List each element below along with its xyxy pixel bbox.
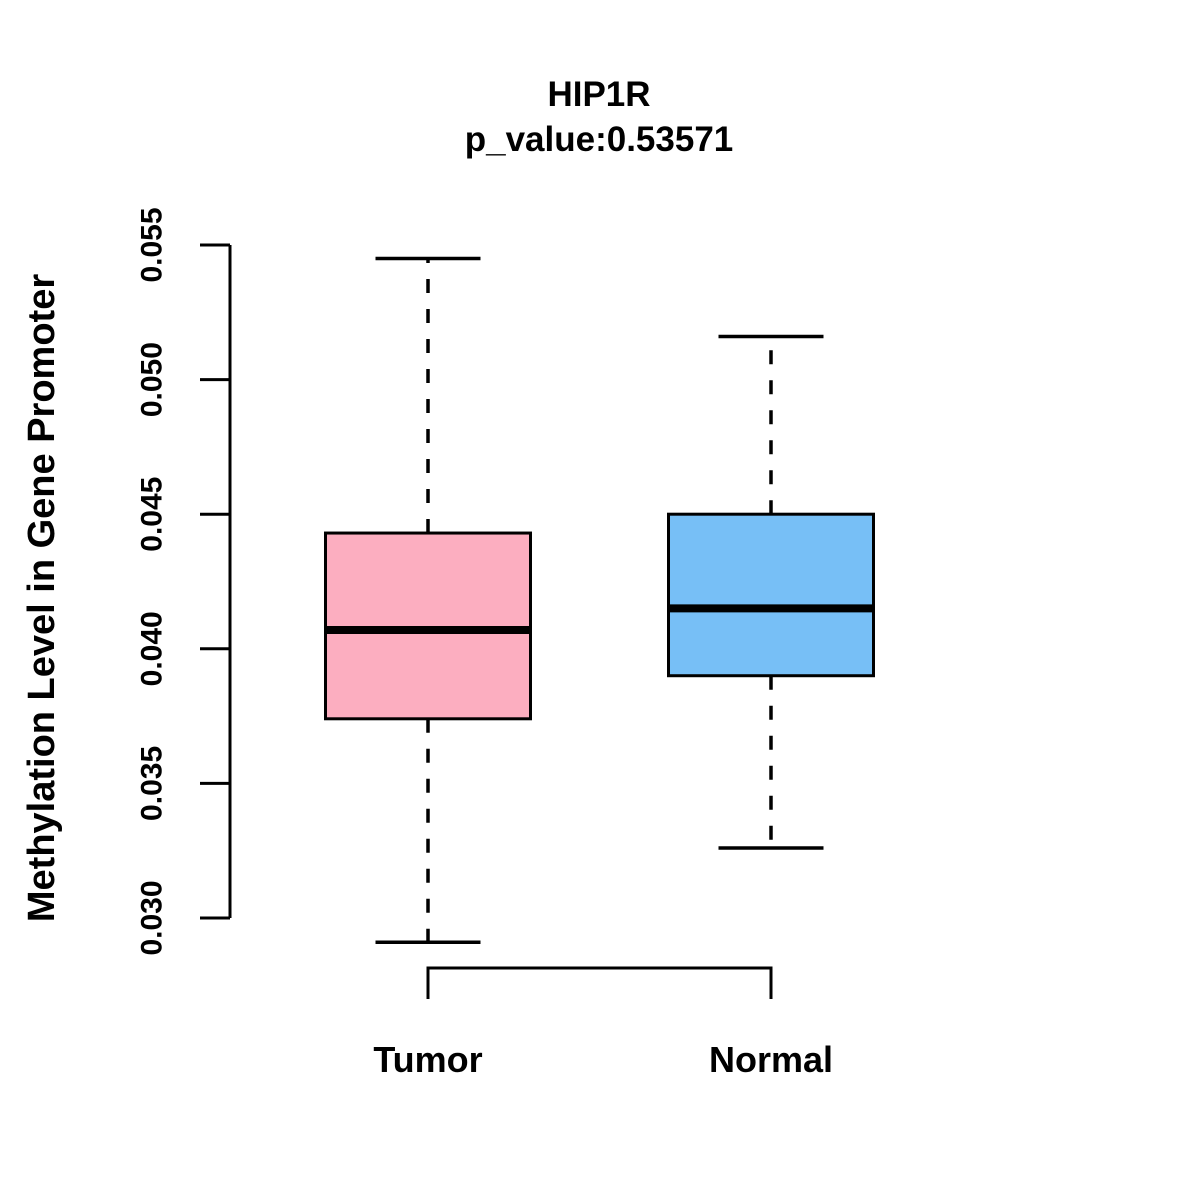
chart-title: HIP1R: [547, 75, 651, 114]
y-axis-tick-label: 0.055: [136, 207, 169, 282]
y-axis-tick-label: 0.045: [136, 477, 169, 552]
x-axis-label-tumor: Tumor: [373, 1039, 482, 1080]
group-axis-bracket: [426, 966, 773, 999]
y-axis-tick-label: 0.050: [136, 342, 169, 417]
chart-subtitle: p_value:0.53571: [464, 120, 734, 159]
y-axis-tick-label: 0.030: [136, 880, 169, 955]
y-axis-label: Methylation Level in Gene Promoter: [21, 274, 63, 922]
chart-title-block: HIP1R p_value:0.53571: [0, 72, 1198, 162]
box-normal: [667, 512, 875, 678]
box-tumor: [324, 531, 532, 721]
y-axis-tick-label: 0.040: [136, 611, 169, 686]
y-axis-tick-label: 0.035: [136, 746, 169, 821]
x-axis-label-normal: Normal: [709, 1039, 833, 1080]
